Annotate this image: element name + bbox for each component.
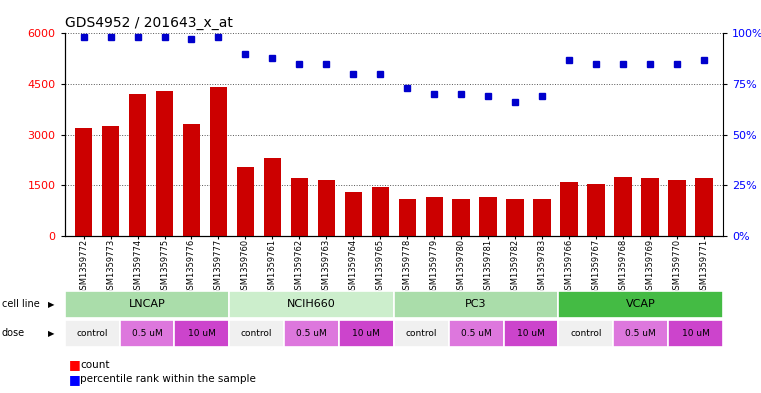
Text: control: control [76, 329, 108, 338]
Text: percentile rank within the sample: percentile rank within the sample [80, 374, 256, 384]
Text: PC3: PC3 [465, 299, 487, 309]
Text: 0.5 uM: 0.5 uM [132, 329, 162, 338]
Text: dose: dose [2, 328, 24, 338]
Text: NCIH660: NCIH660 [287, 299, 336, 309]
Text: 0.5 uM: 0.5 uM [626, 329, 656, 338]
Bar [587, 184, 605, 236]
Bar [229, 291, 394, 318]
Bar [317, 180, 335, 236]
Bar [425, 197, 443, 236]
Text: ▶: ▶ [48, 329, 55, 338]
Bar [119, 320, 174, 347]
Bar [339, 320, 394, 347]
Bar [65, 320, 119, 347]
Text: control: control [570, 329, 601, 338]
Bar [449, 320, 504, 347]
Bar [291, 178, 308, 236]
Bar [504, 320, 559, 347]
Text: LNCAP: LNCAP [129, 299, 165, 309]
Text: ▶: ▶ [48, 300, 55, 309]
Bar [642, 178, 659, 236]
Bar [668, 320, 723, 347]
Text: 0.5 uM: 0.5 uM [460, 329, 492, 338]
Bar [174, 320, 229, 347]
Bar [210, 87, 228, 236]
Bar [614, 177, 632, 236]
Bar [668, 180, 686, 236]
Bar [345, 192, 362, 236]
Text: 0.5 uM: 0.5 uM [296, 329, 327, 338]
Text: count: count [80, 360, 110, 370]
Text: 10 uM: 10 uM [188, 329, 216, 338]
Bar [479, 197, 497, 236]
Bar [394, 291, 559, 318]
Bar [371, 187, 389, 236]
Bar [237, 167, 254, 236]
Bar [65, 291, 229, 318]
Bar [75, 128, 92, 236]
Bar [129, 94, 146, 236]
Text: cell line: cell line [2, 299, 40, 309]
Text: ■: ■ [68, 358, 80, 371]
Text: control: control [406, 329, 437, 338]
Text: 10 uM: 10 uM [352, 329, 380, 338]
Bar [559, 291, 723, 318]
Bar [453, 199, 470, 236]
Bar [507, 199, 524, 236]
Bar [394, 320, 449, 347]
Bar [696, 178, 713, 236]
Bar [183, 125, 200, 236]
Bar [263, 158, 281, 236]
Bar [229, 320, 284, 347]
Text: 10 uM: 10 uM [682, 329, 709, 338]
Bar [613, 320, 668, 347]
Text: GDS4952 / 201643_x_at: GDS4952 / 201643_x_at [65, 16, 233, 29]
Bar [560, 182, 578, 236]
Bar [399, 199, 416, 236]
Bar [533, 199, 551, 236]
Bar [156, 91, 174, 236]
Text: 10 uM: 10 uM [517, 329, 545, 338]
Bar [559, 320, 613, 347]
Text: VCAP: VCAP [626, 299, 655, 309]
Text: ■: ■ [68, 373, 80, 386]
Text: control: control [241, 329, 272, 338]
Bar [102, 126, 119, 236]
Bar [284, 320, 339, 347]
